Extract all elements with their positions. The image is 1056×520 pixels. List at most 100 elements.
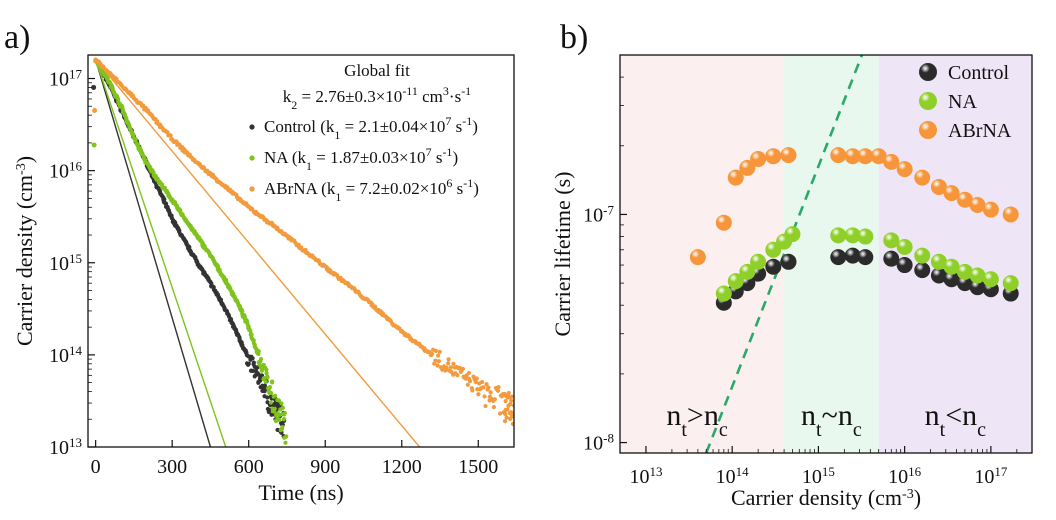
series-point: [265, 400, 270, 405]
panel-a-x-axis-label: Time (ns): [258, 480, 343, 505]
region-label-part: t: [940, 419, 946, 441]
series-point: [264, 367, 269, 372]
y-tick-label-exp: 17: [69, 66, 83, 81]
region-label-part: ~: [822, 399, 838, 432]
data-point: [857, 228, 874, 245]
series-point: [483, 403, 488, 409]
series-point: [502, 419, 508, 424]
data-point: [844, 227, 861, 244]
y-tick-label-exp: -7: [603, 202, 614, 217]
legend-text-part: 6: [446, 176, 452, 190]
series-point: [249, 332, 254, 337]
legend-text-part: 7: [445, 114, 451, 128]
data-point: [943, 271, 960, 288]
legend-entry-control: Control: [948, 62, 1010, 84]
series-point: [491, 405, 496, 410]
series-point: [264, 371, 269, 376]
series-point: [451, 361, 456, 366]
panel-a-y-axis-label: Carrier density (cm-3): [12, 156, 37, 346]
y-tick-label-base: 10: [49, 253, 69, 275]
data-point: [883, 250, 900, 267]
series-point: [437, 349, 442, 354]
series-point: [279, 401, 284, 406]
initial-point: [91, 142, 97, 148]
data-point: [956, 275, 973, 292]
region-label-1: nt>nc: [666, 399, 727, 441]
fit-line-na: [94, 59, 227, 447]
series-point: [466, 370, 472, 376]
panel-a-frame: [87, 54, 515, 448]
series-point: [476, 392, 481, 397]
region-label-part: n: [704, 399, 719, 432]
data-point: [870, 148, 887, 165]
data-point: [914, 169, 931, 186]
series-point: [455, 373, 460, 378]
y-tick-label: 10-7: [583, 202, 614, 227]
x-tick-label: 1017: [974, 464, 1008, 489]
legend-text-part: ABrNA: [264, 179, 319, 198]
series-point: [467, 378, 473, 384]
legend-text-part: -1: [463, 176, 473, 190]
data-point: [943, 258, 960, 275]
data-point: [857, 148, 874, 165]
panel-b-frame: [619, 54, 1033, 454]
x-tick-label: 1500: [458, 456, 498, 478]
panel-b-label: b): [560, 19, 588, 56]
series-point: [267, 385, 273, 390]
panel-b-y-ticks: 10-810-7: [583, 54, 627, 455]
data-point: [844, 148, 861, 165]
data-point: [1002, 275, 1019, 292]
region-label-part: n: [801, 399, 816, 432]
series-point: [505, 407, 510, 412]
x-tick-label: 300: [157, 456, 187, 478]
panel-b-x-ticks: 1013 1014 1015 1016 1017: [629, 446, 1033, 489]
series-point: [495, 388, 501, 393]
legend-text-part: 1: [334, 128, 340, 142]
series-point: [448, 365, 453, 370]
k2-unit: cm: [418, 87, 443, 106]
data-point: [896, 238, 913, 255]
series-point: [479, 379, 485, 385]
panel-a-y-axis-label-sup: -3: [14, 163, 29, 175]
region-label-part: c: [719, 419, 728, 441]
series-point: [510, 421, 514, 427]
x-tick-label: 1016: [888, 464, 922, 489]
panel-a-y-axis-label-main: Carrier density (cm: [12, 175, 37, 346]
legend-text-part: s: [432, 148, 443, 167]
panel-b-x-axis-label-main: Carrier density (cm: [731, 485, 902, 510]
region-label-part: c: [977, 419, 986, 441]
data-point: [982, 201, 999, 218]
panel-b-x-axis-label-end: ): [914, 485, 921, 510]
series-point: [250, 356, 255, 361]
y-tick-label: 1015: [49, 250, 82, 275]
y-tick-label: 1013: [49, 435, 82, 460]
series-point: [488, 390, 493, 395]
legend-marker-control: [919, 63, 937, 81]
legend-text-part: 7: [426, 145, 432, 159]
data-point: [739, 263, 756, 280]
region-label-2: nt~nc: [801, 399, 862, 441]
k2-text: = 2.76±0.3×10: [297, 87, 402, 106]
x-tick-label-base: 10: [974, 466, 994, 488]
series-point: [276, 398, 282, 403]
data-point: [930, 267, 947, 284]
legend-text-part: ): [472, 117, 478, 136]
data-point: [956, 263, 973, 280]
x-tick-label-exp: 13: [649, 464, 662, 479]
series-point: [511, 412, 514, 417]
y-tick-label-base: 10: [49, 161, 69, 183]
series-point: [262, 383, 267, 388]
legend-entry-na: NA (k1 = 1.87±0.03×107 s-1): [264, 145, 458, 173]
data-point: [780, 253, 797, 270]
fit-line-control: [94, 59, 212, 447]
series-point: [280, 405, 285, 410]
data-point: [765, 258, 782, 275]
y-tick-label-exp: -8: [603, 430, 614, 445]
series-point: [283, 440, 288, 445]
legend-text-part: (k: [288, 148, 307, 167]
k2-unit-sup2: -1: [461, 84, 471, 98]
data-point: [830, 249, 847, 266]
k2-prefix: k: [283, 87, 292, 106]
legend-entry-abrna: ABrNA (k1 = 7.2±0.02×106 s-1): [264, 176, 479, 204]
